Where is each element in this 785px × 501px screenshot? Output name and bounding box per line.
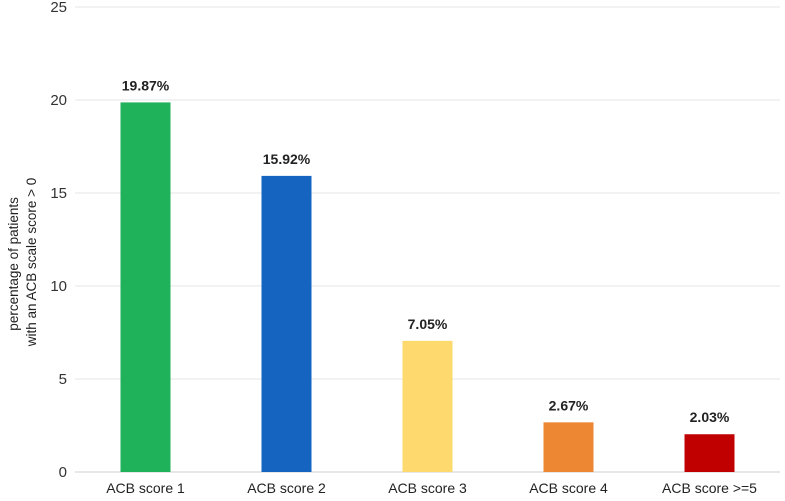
y-tick-label: 20 [50, 92, 67, 109]
y-tick-label: 5 [59, 371, 67, 388]
data-label-3: 7.05% [408, 316, 448, 332]
data-label-1: 19.87% [122, 77, 170, 93]
data-label-5: 2.03% [690, 409, 730, 425]
bars [120, 102, 735, 472]
x-category-label-3: ACB score 3 [388, 480, 467, 496]
y-tick-label: 15 [50, 185, 67, 202]
bar-1 [120, 102, 171, 472]
x-category-label-2: ACB score 2 [247, 480, 326, 496]
y-axis-ticks: 0 5 10 15 20 25 [50, 0, 67, 481]
bar-4 [543, 422, 594, 472]
y-axis-title-line-2: with an ACB scale score > 0 [24, 178, 39, 347]
x-category-label-5: ACB score >=5 [662, 480, 757, 496]
bar-5 [684, 434, 735, 472]
bar-3 [402, 340, 453, 472]
x-category-label-1: ACB score 1 [106, 480, 185, 496]
y-axis-title: percentage of patients with an ACB scale… [6, 178, 39, 347]
x-category-label-4: ACB score 4 [529, 480, 608, 496]
data-labels: 19.87% 15.92% 7.05% 2.67% 2.03% [122, 77, 730, 425]
data-label-2: 15.92% [263, 151, 311, 167]
data-label-4: 2.67% [549, 397, 589, 413]
y-tick-label: 10 [50, 278, 67, 295]
y-tick-label: 25 [50, 0, 67, 16]
bar-2 [261, 175, 312, 472]
x-axis-categories: ACB score 1 ACB score 2 ACB score 3 ACB sco… [106, 480, 757, 496]
y-axis-title-line-1: percentage of patients [6, 197, 21, 331]
y-tick-label: 0 [59, 464, 67, 481]
